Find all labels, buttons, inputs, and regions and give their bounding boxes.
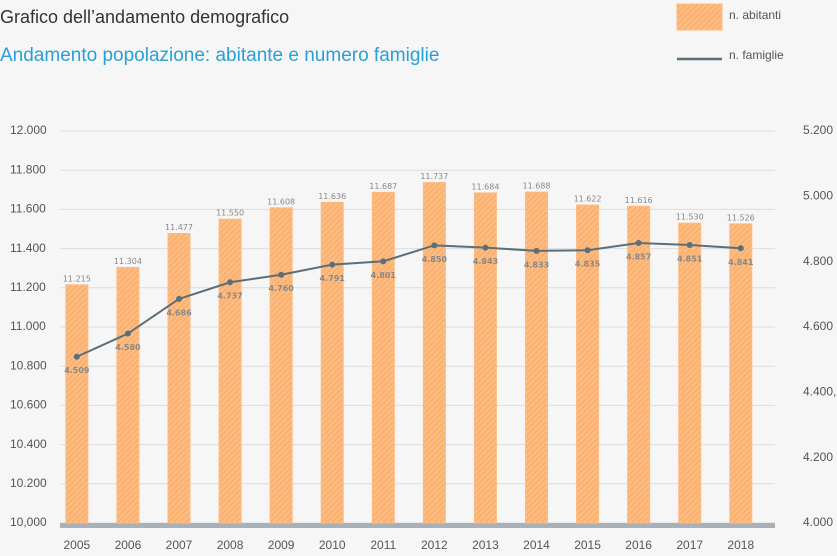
chart-subtitle: Andamento popolazione: abitante e numero…	[0, 45, 439, 66]
bar	[65, 284, 89, 524]
value-label: 11.737	[420, 172, 448, 181]
value-label: 11.608	[267, 197, 295, 206]
x-tick-label: 2017	[676, 538, 703, 552]
value-label: 4.843	[473, 257, 498, 266]
x-tick-label: 2009	[268, 538, 295, 552]
value-label: 4.760	[268, 284, 294, 293]
point	[73, 353, 80, 360]
y2-tick-label: 4.200	[803, 450, 833, 464]
value-label: 4.737	[217, 292, 242, 301]
x-tick-label: 2014	[523, 538, 550, 552]
bar	[473, 192, 497, 524]
value-label: 11.687	[369, 182, 397, 191]
y-tick-label: 10.600	[10, 398, 47, 412]
value-label: 11.684	[471, 182, 499, 191]
value-label: 4.791	[320, 274, 346, 283]
x-tick-label: 2005	[64, 538, 91, 552]
x-tick-label: 2007	[166, 538, 193, 552]
point	[584, 247, 591, 254]
bar	[524, 191, 548, 524]
y-tick-label: 11.000	[10, 319, 46, 333]
bar	[371, 191, 395, 524]
y-tick-label: 11.600	[10, 202, 46, 216]
point	[635, 240, 642, 247]
x-tick-label: 2008	[217, 538, 244, 552]
value-label: 11.636	[318, 192, 346, 201]
point	[380, 258, 387, 265]
bar	[678, 222, 702, 524]
legend-label: n. famiglie	[729, 48, 784, 62]
y2-tick-label: 4.800	[803, 254, 833, 268]
y-tick-label: 10.400	[10, 437, 47, 451]
value-label: 11.304	[114, 257, 142, 266]
y-tick-label: 12.000	[10, 123, 47, 137]
x-tick-label: 2006	[115, 538, 142, 552]
y-tick-label: 11.800	[10, 162, 46, 176]
value-label: 4.857	[626, 253, 651, 262]
point	[124, 330, 131, 337]
value-label: 4.686	[166, 308, 192, 317]
x-tick-label: 2010	[319, 538, 346, 552]
y-tick-label: 10.200	[10, 476, 47, 490]
y-tick-label: 10.800	[10, 358, 47, 372]
value-label: 11.530	[676, 213, 704, 222]
bar	[116, 266, 140, 524]
y2-tick-label: 4.600	[803, 319, 833, 333]
bar	[269, 207, 293, 524]
bar	[729, 223, 753, 524]
point	[737, 245, 744, 252]
value-label: 11.622	[574, 195, 602, 204]
x-tick-label: 2011	[370, 538, 396, 552]
x-axis	[60, 523, 775, 528]
y2-tick-label: 4.000	[803, 515, 833, 529]
bar	[422, 182, 446, 524]
value-label: 4.580	[115, 343, 141, 352]
y2-tick-label: 4.400,	[803, 385, 836, 399]
y-tick-label: 10,000	[10, 515, 47, 529]
x-tick-label: 2013	[472, 538, 499, 552]
x-tick-label: 2018	[727, 538, 754, 552]
y2-tick-label: 5.200	[803, 123, 833, 137]
point	[431, 242, 438, 249]
point	[278, 271, 285, 278]
y2-tick-label: 5.000	[803, 189, 833, 203]
value-label: 4.841	[728, 258, 754, 267]
bar	[576, 204, 600, 524]
bar	[167, 233, 191, 524]
chart-title: Grafico dell’andamento demografico	[0, 7, 289, 27]
value-label: 4.850	[422, 255, 448, 264]
value-label: 4.851	[677, 255, 703, 264]
value-label: 11.526	[727, 213, 755, 222]
point	[533, 247, 540, 254]
value-label: 11.616	[625, 196, 653, 205]
value-label: 4.509	[64, 366, 90, 375]
value-label: 11.215	[63, 274, 91, 283]
value-label: 11.550	[216, 209, 244, 218]
value-label: 11.477	[165, 223, 193, 232]
legend-label: n. abitanti	[729, 8, 781, 22]
value-label: 4.835	[575, 260, 601, 269]
point	[686, 242, 693, 249]
value-label: 4.801	[371, 271, 397, 280]
point	[175, 295, 182, 302]
legend-swatch	[676, 3, 723, 31]
bar	[627, 205, 651, 524]
value-label: 4.833	[524, 260, 549, 269]
point	[329, 261, 336, 268]
point	[227, 279, 234, 286]
y-tick-label: 11.400	[10, 241, 46, 255]
value-label: 11.688	[522, 182, 550, 191]
y-tick-label: 11.200	[10, 280, 46, 294]
point	[482, 244, 489, 251]
x-tick-label: 2012	[421, 538, 448, 552]
bar	[320, 201, 344, 524]
x-tick-label: 2016	[625, 538, 652, 552]
line	[76, 242, 741, 358]
bar	[218, 218, 242, 524]
x-tick-label: 2015	[574, 538, 601, 552]
